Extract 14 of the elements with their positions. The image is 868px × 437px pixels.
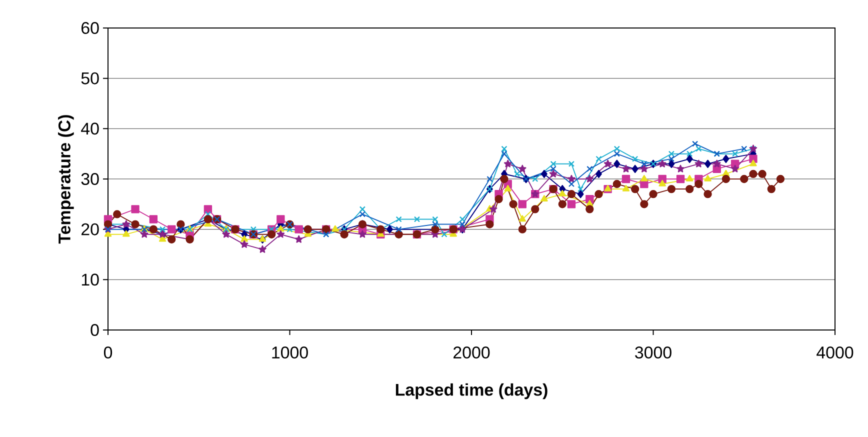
x-tick-label: 4000 [816, 346, 854, 358]
y-tick-label: 50 [81, 72, 99, 84]
y-axis-title: Temperature (C) [58, 115, 74, 244]
y-tick-label: 60 [82, 22, 99, 34]
x-tick-label: 3000 [635, 346, 672, 358]
y-tick-label: 40 [81, 122, 99, 135]
x-tick-label: 0 [104, 346, 112, 358]
y-tick-label: 30 [81, 172, 99, 185]
y-tick-label: 0 [90, 324, 99, 336]
x-tick-label: 2000 [454, 346, 490, 358]
x-tick-label: 1000 [272, 346, 308, 358]
y-tick-label: 10 [82, 274, 99, 286]
y-tick-label: 20 [82, 223, 99, 236]
x-axis-title: Lapsed time (days) [396, 383, 548, 400]
